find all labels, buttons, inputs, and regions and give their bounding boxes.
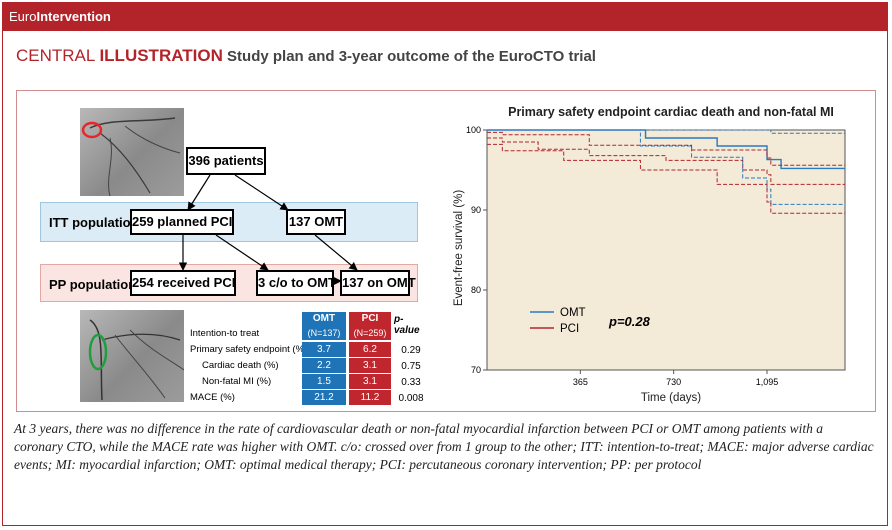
x-tick-label: 1,095 <box>756 377 779 387</box>
title-illustration: ILLUSTRATION <box>99 46 223 65</box>
series-pci <box>487 137 845 185</box>
y-tick-label: 80 <box>471 285 481 295</box>
received-pci-box: 254 received PCI <box>130 270 236 296</box>
angiogram-vessels-top <box>81 117 181 196</box>
arrow-to-planned-pci <box>187 174 211 211</box>
planned-pci-box: 259 planned PCI <box>130 209 234 235</box>
figure-title: CENTRAL ILLUSTRATION Study plan and 3-ye… <box>16 46 596 66</box>
title-text: Study plan and 3-year outcome of the Eur… <box>222 48 596 65</box>
cell-p-mace: 0.008 <box>398 393 424 404</box>
journal-header: EuroIntervention <box>3 3 887 31</box>
cell-omt-mace: 21.2 <box>302 390 346 405</box>
cell-pci-primary: 6.2 <box>349 342 391 357</box>
chart-title: Primary safety endpoint cardiac death an… <box>508 105 834 119</box>
row-label-primary: Primary safety endpoint (%) <box>190 344 308 355</box>
omt-box: 137 OMT <box>286 209 346 235</box>
y-tick-label: 100 <box>466 125 481 135</box>
y-axis-label: Event-free survival (%) <box>453 190 465 306</box>
occlusion-marker-red <box>81 121 103 139</box>
arrow-to-crossover <box>215 234 269 271</box>
row-label-mace: MACE (%) <box>190 392 235 403</box>
pp-label: PP population <box>49 277 137 292</box>
cell-pci-cardiac: 3.1 <box>349 358 391 373</box>
series-pci-ci-upper <box>487 131 845 166</box>
cell-pci-mace: 11.2 <box>349 390 391 405</box>
col-pci-label: PCI <box>361 313 379 324</box>
p-value-annotation: p=0.28 <box>608 314 651 329</box>
arrow-to-omt <box>234 174 289 211</box>
series-omt-ci-lower <box>487 129 845 205</box>
angiogram-image-top <box>80 108 184 196</box>
row-label-nonfatal-mi: Non-fatal MI (%) <box>202 376 272 387</box>
illustration-panel <box>16 90 876 412</box>
legend-omt-label: OMT <box>560 307 586 319</box>
legend-pci-label: PCI <box>560 323 579 335</box>
cell-pci-mi: 3.1 <box>349 374 391 389</box>
cell-omt-mi: 1.5 <box>302 374 346 389</box>
cell-p-mi: 0.33 <box>401 377 421 388</box>
row-label-itt: Intention-to treat <box>190 328 260 339</box>
crossover-box: 3 c/o to OMT <box>256 270 336 296</box>
col-pci-n: (N=259) <box>353 328 387 338</box>
angiogram-image-bottom <box>80 310 184 402</box>
figure-caption: At 3 years, there was no difference in t… <box>14 421 874 472</box>
col-omt-header: OMT (N=137) <box>302 312 346 340</box>
x-tick-label: 365 <box>573 377 588 387</box>
arrow-to-on-omt <box>314 234 358 271</box>
brand-intervention: Intervention <box>36 9 111 24</box>
col-omt-label: OMT <box>312 313 336 324</box>
x-tick-label: 730 <box>666 377 681 387</box>
angiogram-vessels-bottom <box>88 319 184 401</box>
series-pci-ci-lower <box>487 143 845 214</box>
cell-omt-cardiac: 2.2 <box>302 358 346 373</box>
on-omt-box: 137 on OMT <box>340 270 416 296</box>
plot-area <box>486 129 846 371</box>
y-tick-label: 70 <box>471 365 481 375</box>
cell-omt-primary: 3.7 <box>302 342 346 357</box>
y-tick-label: 90 <box>471 205 481 215</box>
row-label-cardiac-death: Cardiac death (%) <box>202 360 279 371</box>
col-p-header: p-value <box>394 314 420 336</box>
recanalized-marker-green <box>88 333 108 371</box>
x-axis-label: Time (days) <box>641 392 701 404</box>
legend: OMT PCI <box>530 307 586 335</box>
brand-euro: Euro <box>9 9 37 24</box>
total-patients-box: 396 patients <box>186 147 266 175</box>
cell-p-cardiac: 0.75 <box>401 361 421 372</box>
cell-p-primary: 0.29 <box>401 345 421 356</box>
col-pci-header: PCI (N=259) <box>349 312 391 340</box>
title-central: CENTRAL <box>16 46 100 65</box>
itt-label: ITT population <box>49 215 139 230</box>
col-omt-n: (N=137) <box>307 328 341 338</box>
